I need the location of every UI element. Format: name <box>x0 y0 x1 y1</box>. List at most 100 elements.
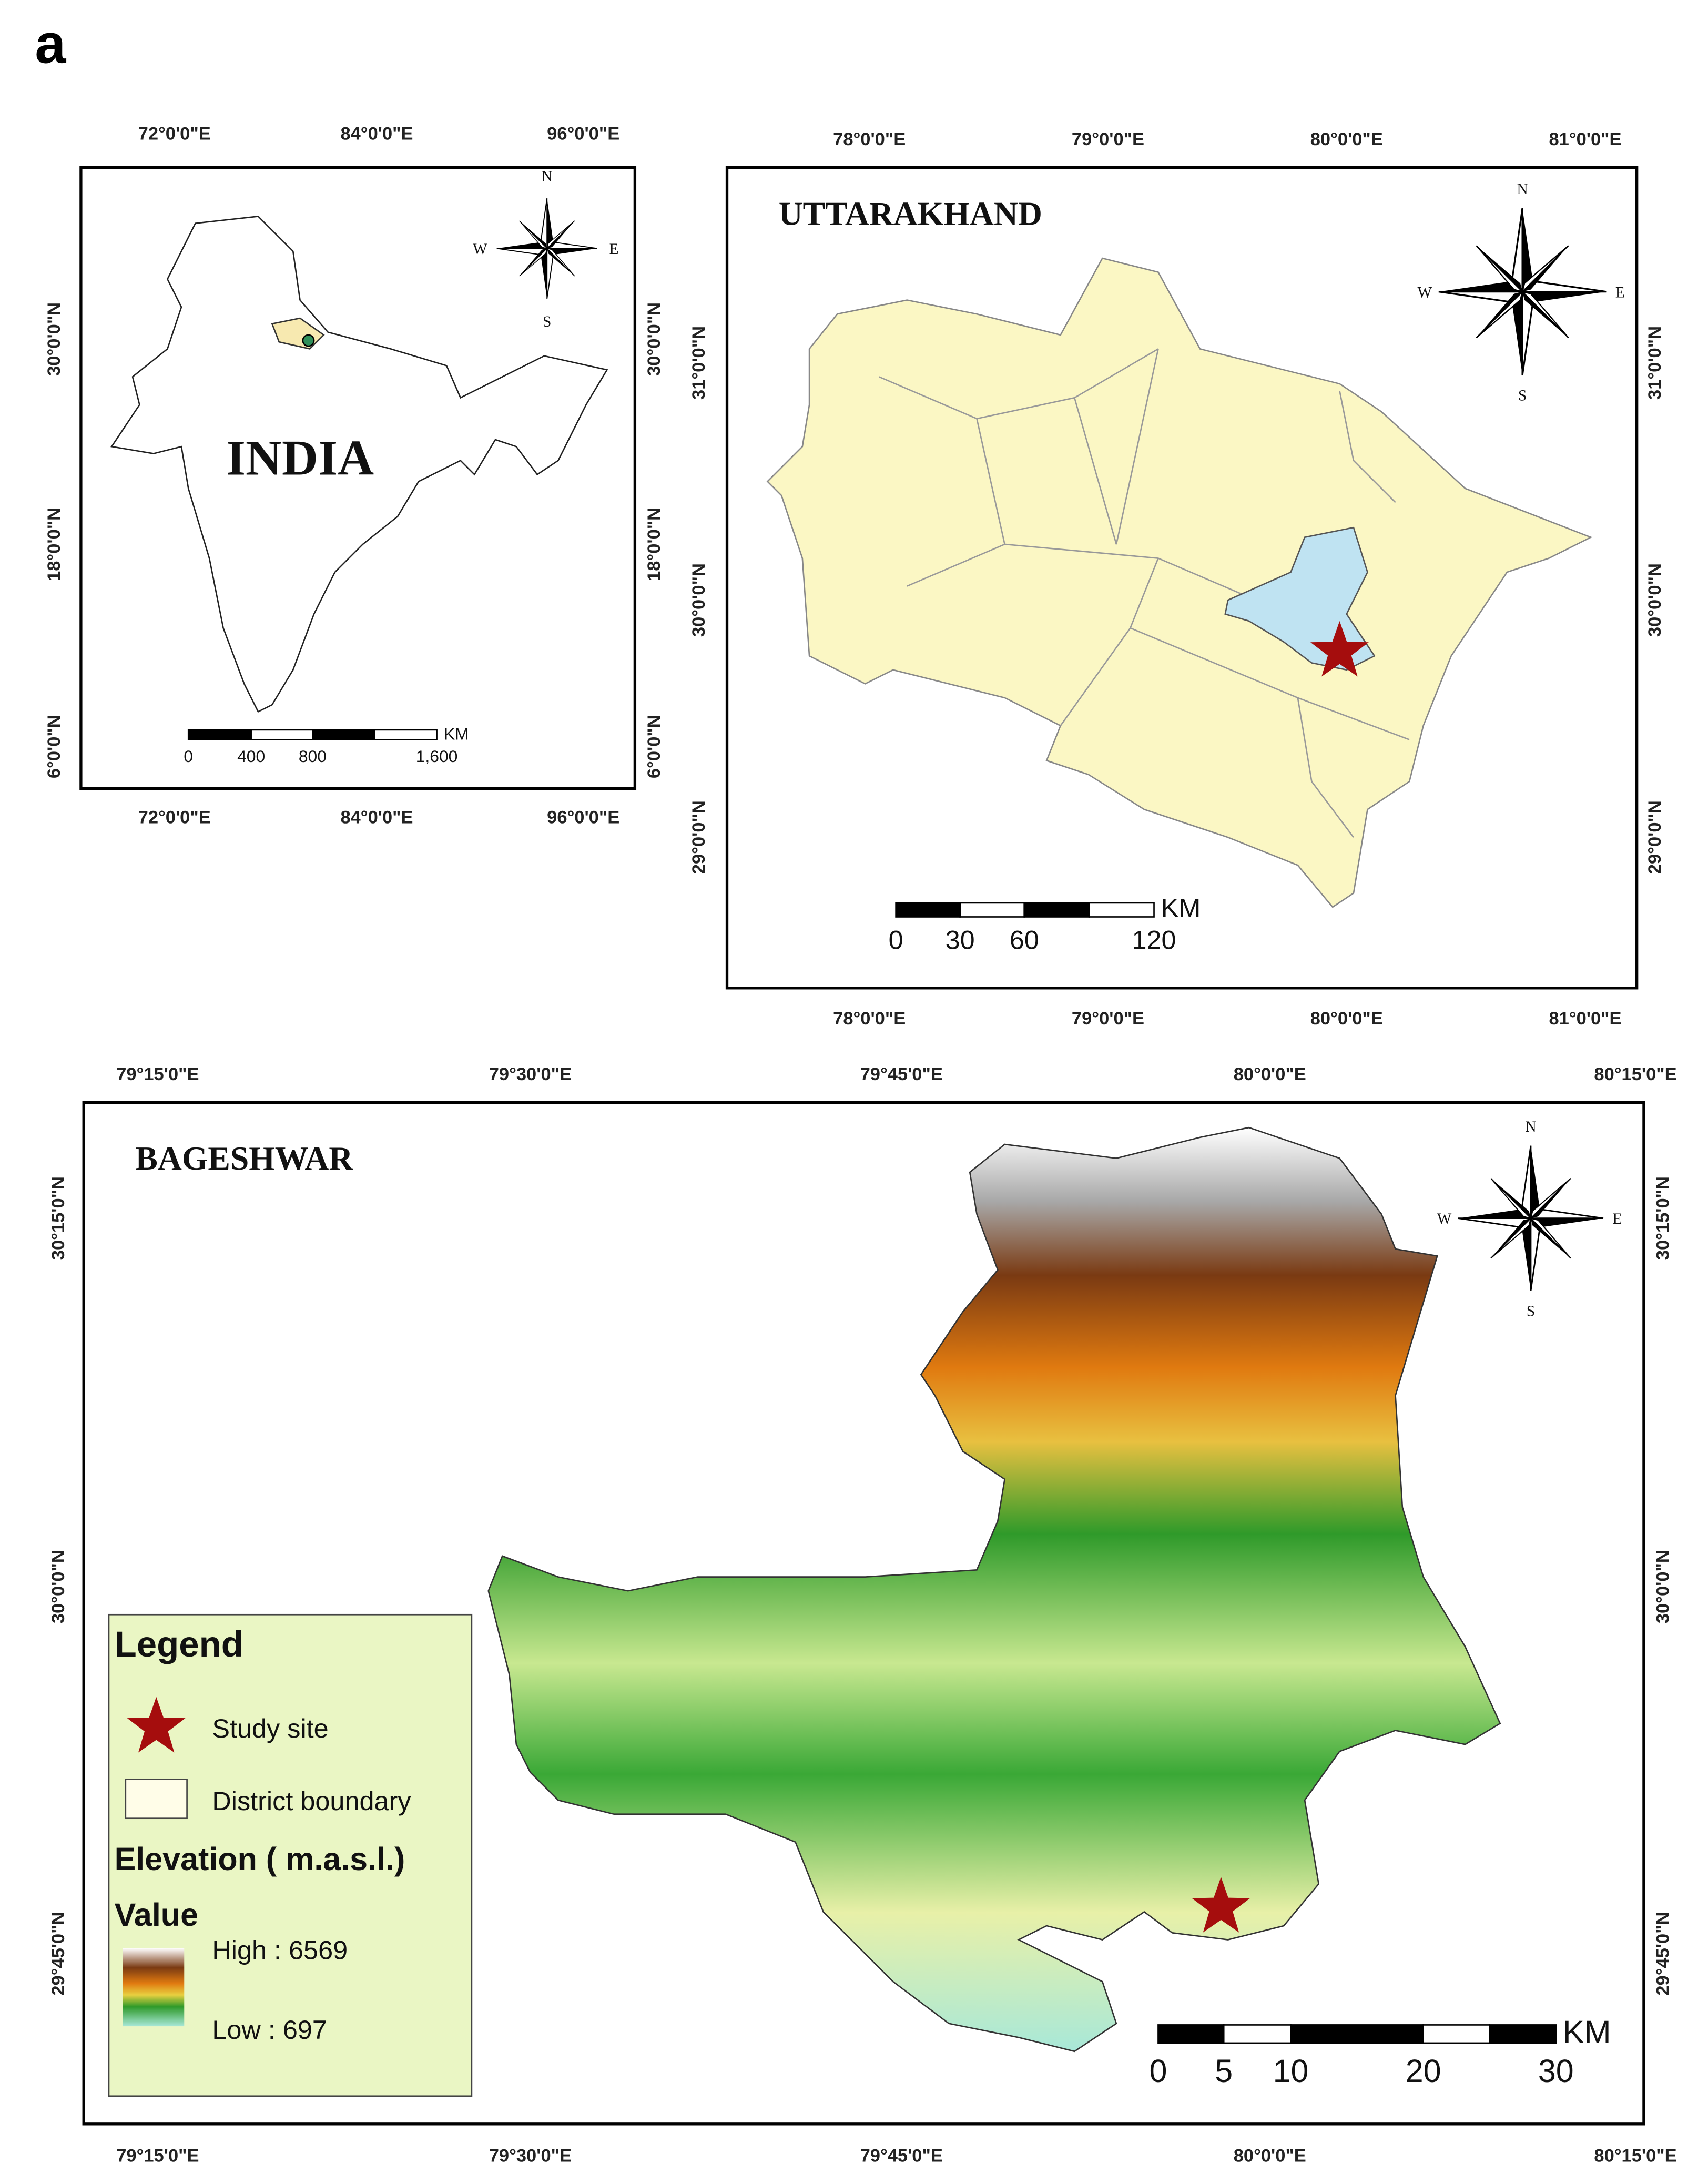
scale-bar-segment <box>1290 2024 1424 2044</box>
legend-label: Low : 697 <box>212 2015 327 2045</box>
longitude-label: 72°0'0"E <box>138 808 211 828</box>
scale-bar-segment <box>1422 2024 1491 2044</box>
longitude-label: 79°15'0"E <box>116 2146 199 2166</box>
latitude-label: 30°15'0"N <box>48 1176 68 1260</box>
legend-title: Legend <box>115 1624 243 1664</box>
scale-label: 30 <box>946 925 975 955</box>
map-title: UTTARAKHAND <box>779 195 1042 232</box>
scale-label: 0 <box>1150 2053 1167 2089</box>
scale-unit: KM <box>1161 892 1201 922</box>
scale-label: 20 <box>1406 2053 1441 2089</box>
longitude-label: 79°30'0"E <box>489 1064 572 1084</box>
latitude-label: 6°0'0"N <box>644 715 664 778</box>
latitude-label: 30°0'0"N <box>1645 563 1665 637</box>
latitude-label: 30°0'0"N <box>689 563 709 637</box>
latitude-label: 30°0'0"N <box>644 302 664 376</box>
scale-label: 60 <box>1010 925 1039 955</box>
scale-bar-segment <box>1489 2024 1557 2044</box>
scale-bar-segment <box>959 902 1025 918</box>
scale-label: 0 <box>184 747 193 766</box>
longitude-label: 81°0'0"E <box>1549 129 1621 149</box>
compass-letter: W <box>473 241 487 258</box>
scale-bar-segment <box>1088 902 1155 918</box>
compass-letter: W <box>1418 284 1432 301</box>
longitude-label: 79°0'0"E <box>1072 1009 1144 1029</box>
scale-bar-segment <box>312 729 375 740</box>
longitude-label: 96°0'0"E <box>547 124 619 144</box>
longitude-label: 79°30'0"E <box>489 2146 572 2166</box>
longitude-label: 79°0'0"E <box>1072 129 1144 149</box>
scale-label: 0 <box>889 925 903 955</box>
india-outline <box>110 215 608 713</box>
compass-letter: S <box>543 313 551 330</box>
compass-letter: E <box>1615 284 1625 301</box>
longitude-label: 72°0'0"E <box>138 124 211 144</box>
latitude-label: 31°0'0"N <box>689 326 709 400</box>
latitude-label: 30°0'0"N <box>48 1550 68 1623</box>
longitude-label: 79°45'0"E <box>860 2146 943 2166</box>
compass-letter: N <box>542 168 553 185</box>
scale-label: 800 <box>299 747 327 766</box>
scale-unit: KM <box>444 724 469 743</box>
latitude-label: 29°45'0"N <box>1653 1912 1673 1996</box>
panel-label: a <box>35 13 66 75</box>
map-title: BAGESHWAR <box>135 1140 353 1177</box>
longitude-label: 84°0'0"E <box>340 124 413 144</box>
map-title: INDIA <box>226 430 374 485</box>
latitude-label: 29°45'0"N <box>48 1912 68 1996</box>
compass-letter: S <box>1527 1303 1535 1319</box>
latitude-label: 6°0'0"N <box>44 715 64 778</box>
scale-label: 30 <box>1538 2053 1574 2089</box>
scale-bar-segment <box>1023 902 1090 918</box>
longitude-label: 80°0'0"E <box>1234 2146 1306 2166</box>
longitude-label: 80°0'0"E <box>1234 1064 1306 1084</box>
latitude-label: 30°0'0"N <box>1653 1550 1673 1623</box>
compass-letter: S <box>1518 388 1527 404</box>
scale-unit: KM <box>1563 2014 1611 2050</box>
legend-label: Study site <box>212 1713 328 1743</box>
compass-letter: N <box>1517 181 1528 198</box>
compass-letter: E <box>1613 1211 1622 1227</box>
longitude-label: 80°15'0"E <box>1594 1064 1676 1084</box>
bageshwar-dot <box>302 334 315 347</box>
latitude-label: 31°0'0"N <box>1645 326 1665 400</box>
scale-label: 5 <box>1215 2053 1233 2089</box>
longitude-label: 81°0'0"E <box>1549 1009 1621 1029</box>
longitude-label: 79°15'0"E <box>116 1064 199 1084</box>
longitude-label: 79°45'0"E <box>860 1064 943 1084</box>
longitude-label: 80°0'0"E <box>1310 1009 1383 1029</box>
scale-bar-segment <box>895 902 961 918</box>
longitude-label: 80°0'0"E <box>1310 129 1383 149</box>
scale-bar-segment <box>374 729 438 740</box>
longitude-label: 78°0'0"E <box>833 129 906 149</box>
latitude-label: 18°0'0"N <box>644 507 664 581</box>
district-lines <box>879 348 1410 838</box>
scale-bar-segment <box>250 729 313 740</box>
latitude-label: 18°0'0"N <box>44 507 64 581</box>
legend-heading: Elevation ( m.a.s.l.) <box>115 1841 405 1877</box>
scale-label: 1,600 <box>416 747 458 766</box>
uttarakhand-map <box>766 257 1593 908</box>
compass-letter: E <box>609 241 619 258</box>
scale-bar-segment <box>1223 2024 1292 2044</box>
compass-letter: W <box>1437 1211 1452 1227</box>
scale-bar-segment <box>1157 2024 1225 2044</box>
latitude-label: 29°0'0"N <box>689 800 709 874</box>
longitude-label: 84°0'0"E <box>340 808 413 828</box>
scale-label: 120 <box>1132 925 1176 955</box>
scale-bar-segment <box>187 729 252 740</box>
legend-heading: Value <box>115 1897 198 1933</box>
legend-label: District boundary <box>212 1786 411 1816</box>
elevation-map <box>487 1126 1501 2053</box>
legend-label: High : 6569 <box>212 1935 348 1965</box>
longitude-label: 78°0'0"E <box>833 1009 906 1029</box>
legend-ramp <box>123 1948 185 2027</box>
legend-swatch <box>125 1779 188 1820</box>
scale-label: 400 <box>237 747 265 766</box>
latitude-label: 30°0'0"N <box>44 302 64 376</box>
longitude-label: 96°0'0"E <box>547 808 619 828</box>
scale-label: 10 <box>1273 2053 1309 2089</box>
compass-letter: N <box>1525 1119 1536 1135</box>
longitude-label: 80°15'0"E <box>1594 2146 1676 2166</box>
